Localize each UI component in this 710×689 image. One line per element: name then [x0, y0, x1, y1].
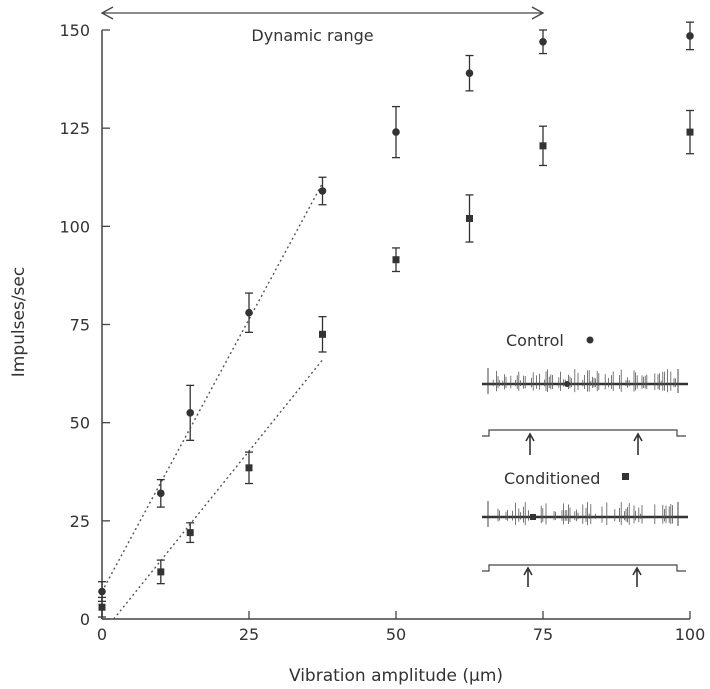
conditioned-point	[98, 596, 106, 618]
conditioned-point	[186, 522, 195, 544]
y-ticks: 0 25 50 75 100 125 150	[59, 21, 110, 629]
y-tick-label: 150	[59, 21, 90, 40]
conditioned-point	[318, 315, 327, 353]
control-point	[186, 384, 195, 441]
x-tick-label: 75	[533, 625, 553, 644]
inset-conditioned-trace	[482, 501, 688, 527]
data-points	[98, 21, 694, 618]
x-ticks: 0 25 50 75 100	[97, 611, 705, 644]
control-point	[465, 54, 474, 92]
x-tick-label: 0	[97, 625, 107, 644]
dynamic-range-annotation: Dynamic range	[100, 6, 545, 45]
conditioned-point	[156, 559, 165, 585]
control-point	[392, 105, 400, 159]
x-tick-label: 100	[675, 625, 706, 644]
control-point	[245, 292, 253, 334]
dynamic-range-arrowhead-right	[531, 6, 545, 20]
control-point	[539, 29, 547, 55]
y-tick-label: 75	[70, 316, 90, 335]
dynamic-range-label: Dynamic range	[251, 26, 373, 45]
conditioned-point	[539, 125, 547, 167]
fit-line-conditioned	[113, 359, 324, 620]
dynamic-range-arrowhead-left	[100, 6, 114, 20]
inset-conditioned-marker	[622, 473, 629, 480]
conditioned-point	[465, 194, 474, 243]
inset-control-trace	[482, 368, 688, 394]
inset: Control Conditioned	[482, 331, 688, 587]
y-tick-label: 100	[59, 217, 90, 236]
conditioned-point	[392, 247, 400, 273]
y-axis-label: Impulses/sec	[9, 267, 29, 377]
conditioned-point	[686, 109, 694, 155]
y-tick-label: 25	[70, 512, 90, 531]
control-point	[156, 478, 165, 508]
inset-control-label: Control	[506, 331, 564, 350]
fit-line-control	[101, 182, 324, 592]
inset-conditioned-label: Conditioned	[504, 469, 600, 488]
inset-control-marker	[586, 336, 594, 344]
x-tick-label: 50	[386, 625, 406, 644]
x-axis-label: Vibration amplitude (μm)	[289, 666, 503, 686]
inset-control-stimulus	[482, 429, 686, 455]
control-point	[686, 21, 694, 51]
y-tick-label: 0	[80, 610, 90, 629]
conditioned-point	[245, 451, 253, 485]
x-tick-label: 25	[239, 625, 259, 644]
inset-conditioned-stimulus	[482, 564, 686, 587]
control-point	[318, 176, 327, 206]
fit-lines	[101, 182, 324, 620]
y-tick-label: 125	[59, 119, 90, 138]
y-tick-label: 50	[70, 414, 90, 433]
